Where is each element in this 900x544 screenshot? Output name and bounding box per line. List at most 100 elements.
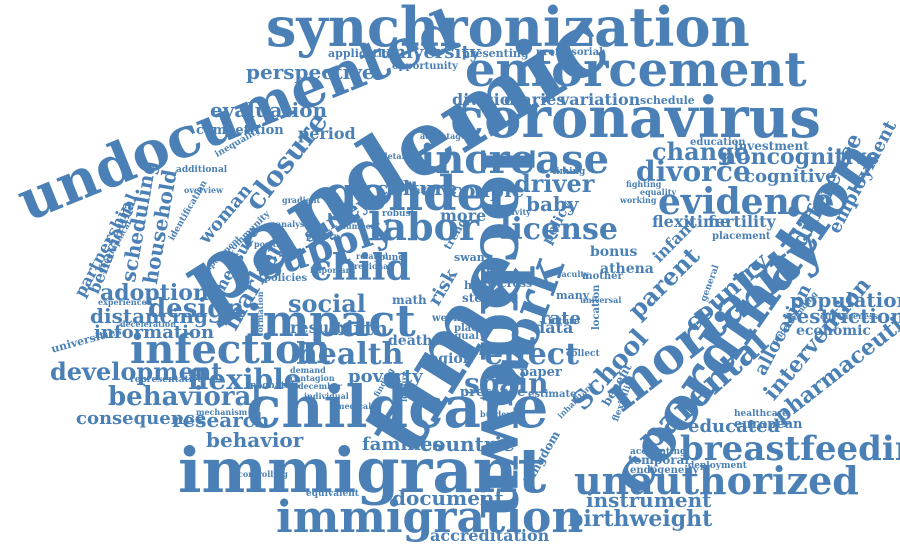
word-number: number: [340, 221, 375, 231]
word-accreditation: accreditation: [430, 526, 550, 544]
word-individual: individual: [304, 391, 349, 401]
word-paper: paper: [520, 365, 562, 380]
word-bonus: bonus: [590, 244, 638, 260]
word-adoption: adoption: [100, 280, 209, 306]
word-detailed: detailed: [382, 151, 419, 161]
word-culture: culture: [376, 176, 458, 200]
word-labor: labor: [368, 204, 479, 249]
word-breastfeeding: breastfeeding: [680, 429, 900, 469]
word-estimate: estimate: [528, 389, 577, 400]
word-step: step: [462, 291, 491, 305]
word-overview: overview: [184, 185, 223, 195]
word-infection: infection: [130, 326, 331, 373]
word-division: division: [452, 90, 523, 109]
word-noncognitive: noncognitive: [720, 144, 880, 170]
word-important: important: [310, 265, 356, 275]
word-presence: presence: [460, 385, 526, 400]
word-activity: activity: [498, 207, 531, 217]
word-location: location: [591, 284, 602, 330]
word-economic: economic: [796, 323, 871, 339]
word-flexible: flexible: [188, 363, 302, 396]
word-fertility: fertility: [708, 212, 776, 231]
word-week: week: [432, 313, 461, 324]
word-shift: shift: [410, 185, 431, 195]
word-neonatal: neonatal: [250, 381, 295, 391]
word-gradient: gradient: [282, 195, 321, 205]
word-swan: swan: [454, 251, 485, 264]
word-average: average: [460, 347, 504, 358]
word-gender: gender: [324, 166, 513, 222]
word-equivalent: equivalent: [306, 489, 359, 499]
word-synchronization: synchronization: [266, 0, 750, 59]
word-temporal: temporal: [628, 453, 689, 467]
word-couple: couple: [450, 178, 525, 202]
word-families: families: [362, 434, 443, 455]
word-more: more: [440, 206, 487, 225]
word-enforcement: enforcement: [465, 42, 807, 98]
word-death: death: [388, 333, 433, 349]
word-healthcare: healthcare: [734, 409, 788, 419]
word-place: place: [454, 323, 484, 334]
word-demand: demand: [290, 365, 326, 375]
word-university: university: [380, 42, 481, 63]
word-region: region: [422, 351, 473, 367]
word-related: related: [356, 251, 388, 261]
word-competition: competition: [196, 123, 284, 138]
word-timing: timing: [552, 167, 586, 177]
word-impact: impact: [246, 296, 416, 347]
word-deceleration: deceleration: [120, 319, 177, 329]
word-born: born: [486, 267, 515, 280]
word-policies: policies: [264, 273, 308, 284]
word-evaluation: evaluation: [210, 98, 328, 122]
word-cognitive: cognitive: [744, 166, 837, 187]
word-pattern: pattern: [306, 231, 340, 241]
word-divorce: divorce: [636, 155, 751, 188]
word-consequence: consequence: [76, 408, 207, 429]
word-accounting: accounting: [630, 447, 687, 457]
word-license: license: [500, 212, 618, 247]
word-placement: placement: [712, 231, 771, 242]
word-working: working: [620, 195, 657, 205]
word-universal: universal: [580, 295, 622, 305]
word-driver: driver: [514, 169, 595, 198]
word-period: period: [298, 124, 356, 143]
word-leisure: leisure: [399, 371, 409, 402]
word-mother: mother: [582, 271, 623, 282]
word-presenting: presenting: [462, 47, 529, 60]
word-fighting: fighting: [626, 179, 662, 189]
word-medical: medical: [336, 401, 372, 411]
word-rate: rate: [540, 308, 581, 329]
word-equality: equality: [640, 187, 677, 197]
word-change: change: [652, 137, 750, 166]
word-population: population: [790, 288, 900, 312]
word-coronavirus: coronavirus: [450, 85, 821, 151]
word-advantage: advantage: [420, 131, 466, 141]
word-data: data: [534, 318, 574, 337]
word-increase: increase: [420, 136, 610, 183]
word-instrument: instrument: [586, 488, 712, 512]
word-athena: athena: [600, 261, 654, 277]
word-evidence: evidence: [658, 181, 835, 223]
word-social: social: [288, 289, 366, 318]
word-birth: birth: [332, 316, 388, 340]
word-european: european: [734, 417, 803, 432]
word-burden: burden: [480, 409, 513, 419]
word-distancing: distancing: [90, 304, 208, 328]
word-effectiveness: effectiveness: [820, 311, 879, 321]
word-behavioral: behavioral: [108, 382, 262, 412]
word-opportunity: opportunity: [392, 61, 458, 72]
word-positive: positive: [254, 239, 289, 249]
word-development: development: [50, 357, 223, 386]
word-diaries: diaries: [504, 90, 566, 109]
word-effect: effect: [484, 337, 579, 372]
word-educated: educated: [688, 416, 781, 437]
word-design: design: [148, 294, 245, 324]
word-professorial: professorial: [536, 47, 603, 58]
word-unauthorized: unauthorized: [574, 458, 859, 503]
word-many: many: [556, 289, 590, 302]
word-childcare: childcare: [246, 373, 549, 441]
word-variation: variation: [560, 90, 641, 109]
word-flexitime: flexitime: [652, 212, 731, 231]
word-baby: baby: [526, 192, 579, 216]
